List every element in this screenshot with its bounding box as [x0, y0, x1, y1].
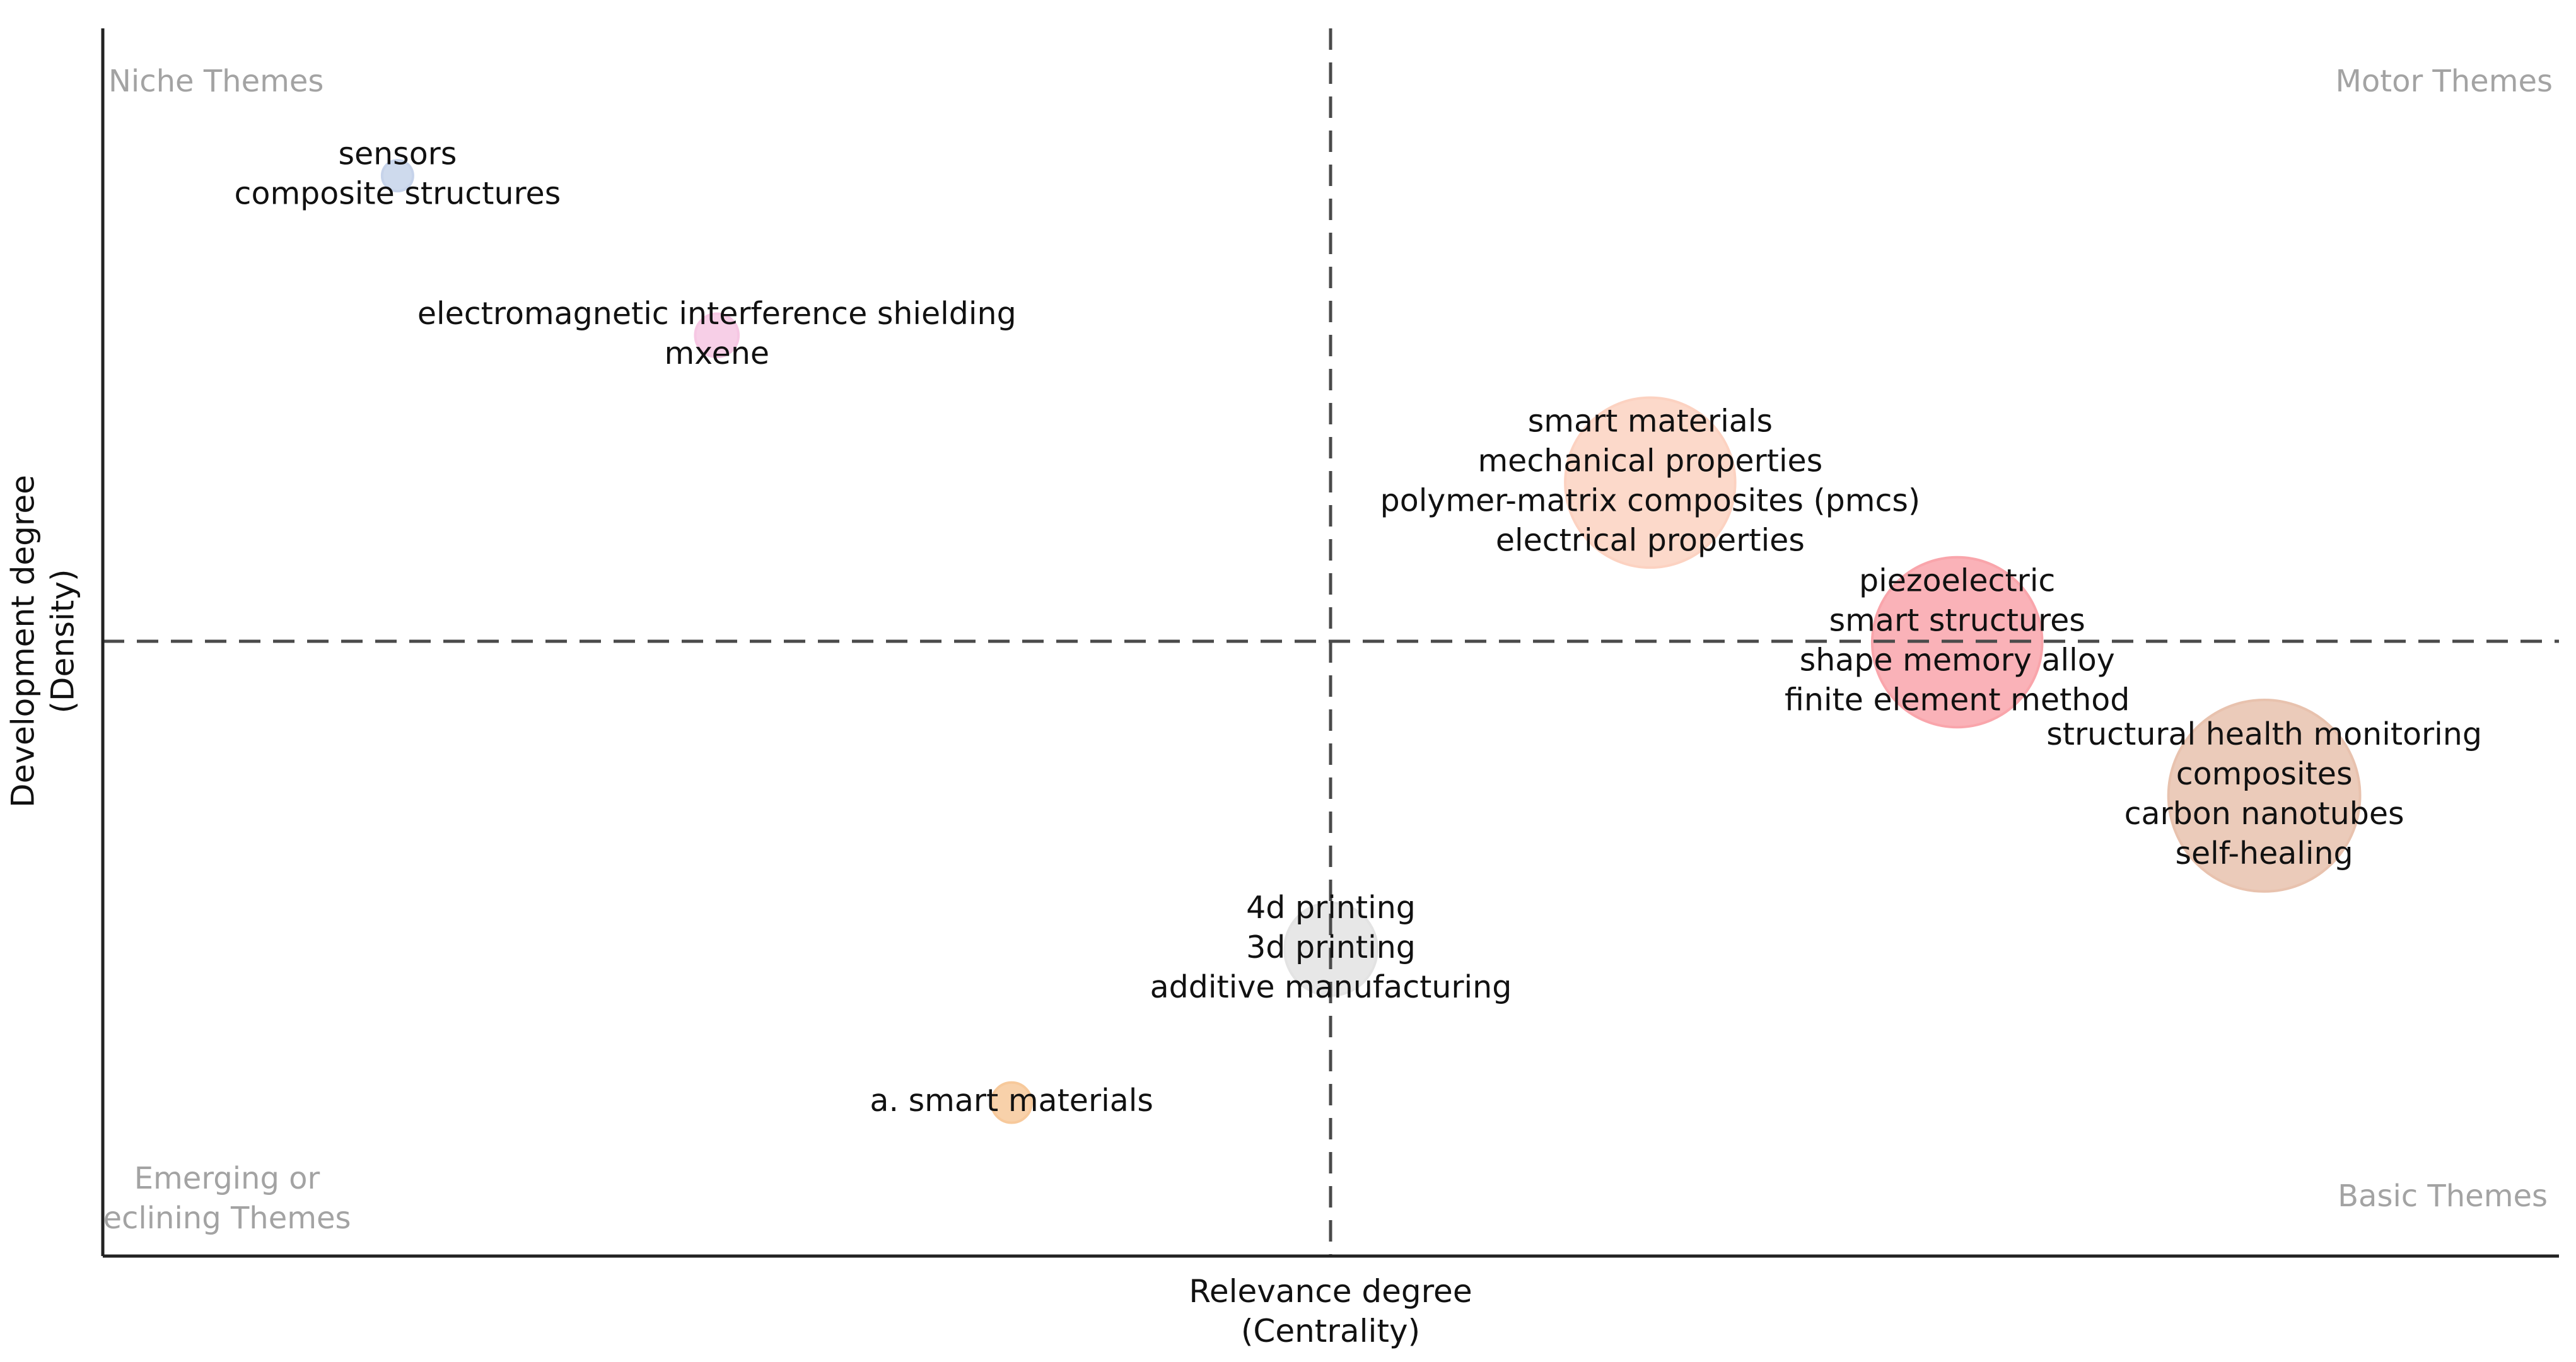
bubble-2-label: electromagnetic interference shielding: [417, 296, 1017, 332]
bubble-6-label: additive manufacturing: [1150, 969, 1512, 1005]
quadrant-label-niche: Niche Themes: [108, 64, 323, 99]
bubble-5-label: composites: [2176, 756, 2353, 792]
quadrant-label-motor: Motor Themes: [2335, 64, 2553, 99]
bubble-7-label: a. smart materials: [870, 1083, 1153, 1119]
bubble-5-label: carbon nanotubes: [2124, 796, 2404, 832]
bubble-3-label: polymer-matrix composites (pmcs): [1380, 482, 1920, 518]
quadrant-label-emerging: Emerging or eclining Themes: [103, 1161, 351, 1236]
bubble-1-label: sensors: [338, 136, 457, 172]
bubble-4-label: shape memory alloy: [1800, 643, 2115, 678]
bubble-layer: [380, 159, 2362, 1124]
x-axis-title: Relevance degree (Centrality): [1189, 1273, 1472, 1349]
bubble-2[interactable]: [694, 312, 740, 359]
bubble-5-label: self-healing: [2176, 835, 2353, 871]
bubble-4-label: finite element method: [1785, 682, 2130, 718]
quadrant-label-basic: Basic Themes: [2338, 1179, 2548, 1214]
bubble-1-label: composite structures: [235, 176, 561, 212]
bubble-label-layer: sensors composite structures electromagnet…: [235, 136, 2482, 1119]
bubble-4-label: piezoelectric: [1859, 563, 2055, 599]
bubble-7[interactable]: [990, 1081, 1034, 1124]
y-axis-title: Development degree (Density): [5, 475, 81, 808]
bubble-1[interactable]: [380, 159, 414, 193]
bubble-6-label: 3d printing: [1246, 929, 1416, 965]
bubble-3-label: mechanical properties: [1477, 443, 1822, 479]
bubble-3[interactable]: [1564, 396, 1737, 569]
bubble-2-label: mxene: [664, 335, 769, 371]
bubble-5-label: structural health monitoring: [2046, 716, 2482, 752]
bubble-3-label: electrical properties: [1496, 522, 1805, 558]
bubble-6-label: 4d printing: [1246, 890, 1416, 926]
bubble-5[interactable]: [2167, 698, 2362, 893]
bubble-3-label: smart materials: [1528, 403, 1773, 439]
bubble-4-label: smart structures: [1829, 603, 2085, 639]
